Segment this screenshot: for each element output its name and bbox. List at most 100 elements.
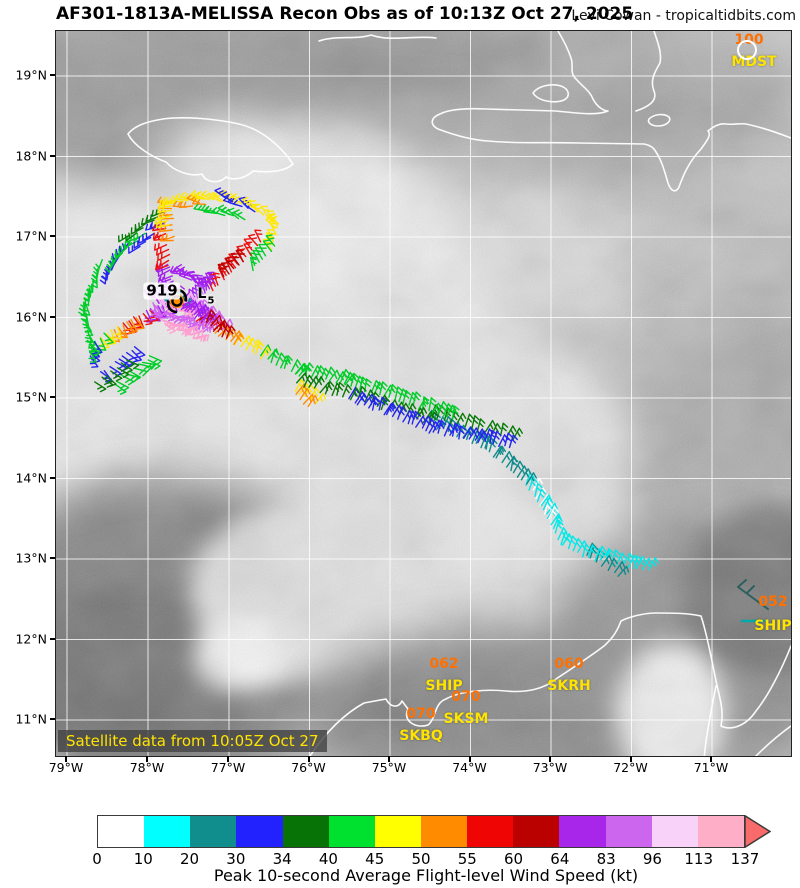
station-value-ship: 062 — [429, 656, 459, 672]
colorbar-tick-label: 113 — [684, 850, 714, 868]
lat-label: 16°N — [15, 309, 47, 324]
colorbar-segment — [374, 816, 421, 847]
colorbar-segment — [144, 816, 191, 847]
colorbar-segment — [190, 816, 237, 847]
coastlines — [127, 31, 791, 756]
colorbar-tick-label: 50 — [411, 850, 431, 868]
lat-label: 13°N — [15, 550, 47, 566]
colorbar-tick-label: 10 — [133, 850, 153, 868]
colorbar-tick-label: 0 — [92, 850, 102, 868]
cloud-field — [56, 31, 791, 756]
lon-label: 75°W — [371, 760, 407, 775]
colorbar-tick-label: 20 — [180, 850, 200, 868]
colorbar-tick-label: 55 — [457, 850, 477, 868]
colorbar-segment — [282, 816, 329, 847]
lat-label: 17°N — [15, 228, 47, 244]
station-name-sksm: SKSM — [443, 711, 489, 727]
center-aux-label: L — [197, 286, 207, 302]
colorbar-tick-label: 64 — [550, 850, 570, 868]
lon-tick — [710, 756, 712, 762]
colorbar-segment — [605, 816, 652, 847]
satellite-data-note: Satellite data from 10:05Z Oct 27 — [58, 730, 327, 752]
colorbar-segment — [420, 816, 468, 847]
colorbar-tick-label: 45 — [365, 850, 385, 868]
lat-tick — [50, 396, 55, 398]
lat-tick — [50, 557, 55, 559]
lon-tick — [65, 756, 67, 762]
lon-label: 72°W — [613, 760, 648, 775]
colorbar-tick-label: 30 — [226, 850, 246, 868]
colorbar-segment — [98, 816, 145, 847]
wind-barbs — [78, 187, 769, 623]
station-name-skbq: SKBQ — [399, 728, 443, 744]
coast-south-america — [309, 612, 791, 756]
coast-cuba — [318, 34, 437, 42]
lon-tick — [307, 756, 310, 762]
satellite-background — [56, 31, 791, 756]
lat-label: 14°N — [15, 470, 47, 485]
colorbar-arrow — [745, 815, 771, 848]
center-aux-subscript: 5 — [207, 295, 215, 307]
lon-tick — [388, 756, 390, 762]
coast-haiti-west — [431, 31, 657, 153]
lon-label: 78°W — [129, 760, 165, 775]
colorbar-tick-label: 83 — [596, 850, 616, 868]
colorbar-caption: Peak 10-second Average Flight-level Wind… — [213, 866, 639, 885]
colorbar-tick-label: 60 — [504, 850, 524, 868]
coast-jamaica — [127, 117, 294, 183]
colorbar — [97, 815, 745, 848]
station-value-skrh: 060 — [554, 656, 584, 672]
lon-tick — [549, 756, 551, 762]
colorbar-segment — [513, 816, 560, 847]
station-value-ship: 052 — [758, 594, 788, 610]
station-name-ship: SHIP — [425, 678, 463, 694]
station-circle-icon — [737, 40, 757, 60]
colorbar-tick-label: 96 — [642, 850, 662, 868]
lat-label: 15°N — [15, 389, 47, 405]
lake-enriquillo — [647, 113, 671, 127]
island-gonave — [532, 84, 570, 103]
colorbar-segment — [697, 816, 744, 847]
lon-label: 77°W — [210, 760, 246, 775]
lat-tick — [50, 718, 55, 720]
lon-label: 73°W — [532, 760, 568, 775]
station-name-skrh: SKRH — [547, 678, 591, 694]
coast-hispaniola-se — [655, 122, 791, 192]
attribution: Levi Cowan - tropicaltidbits.com — [571, 8, 796, 24]
lat-label: 19°N — [15, 67, 47, 83]
colorbar-tick-label: 40 — [318, 850, 338, 868]
colorbar-tick-label: 137 — [730, 850, 760, 868]
colorbar-segment — [559, 816, 606, 847]
coast-dr-north — [635, 31, 662, 112]
colorbar-tick-label: 34 — [272, 850, 292, 868]
min-pressure-label: 919 — [143, 282, 181, 300]
lon-tick — [146, 756, 148, 762]
lat-tick — [50, 235, 55, 237]
lon-label: 79°W — [48, 760, 84, 775]
colorbar-segment — [651, 816, 698, 847]
station-value-sksm: 070 — [451, 689, 481, 705]
lat-label: 18°N — [15, 148, 47, 163]
recon-map: 919 L 5 Satellite data from 10:05Z Oct 2… — [55, 30, 792, 757]
lon-tick — [227, 756, 229, 762]
lat-tick — [50, 476, 55, 479]
lon-label: 71°W — [693, 760, 729, 775]
lat-tick — [50, 74, 55, 76]
station-name-ship: SHIP — [754, 618, 792, 634]
lat-tick — [50, 154, 55, 157]
lon-tick — [468, 756, 471, 762]
colorbar-segment — [236, 816, 283, 847]
lon-label: 74°W — [452, 760, 487, 775]
coast-guajira-south — [703, 685, 717, 756]
coast-venezuela — [755, 725, 791, 756]
colorbar-segment — [328, 816, 375, 847]
lon-tick — [629, 756, 632, 762]
lon-label: 76°W — [291, 760, 326, 775]
lat-tick — [50, 637, 55, 640]
lat-tick — [50, 315, 55, 318]
station-value-skbq: 070 — [406, 706, 436, 722]
lat-label: 11°N — [15, 711, 47, 727]
colorbar-segment — [467, 816, 514, 847]
page-title: AF301-1813A-MELISSA Recon Obs as of 10:1… — [56, 4, 634, 24]
lat-label: 12°N — [15, 631, 47, 646]
